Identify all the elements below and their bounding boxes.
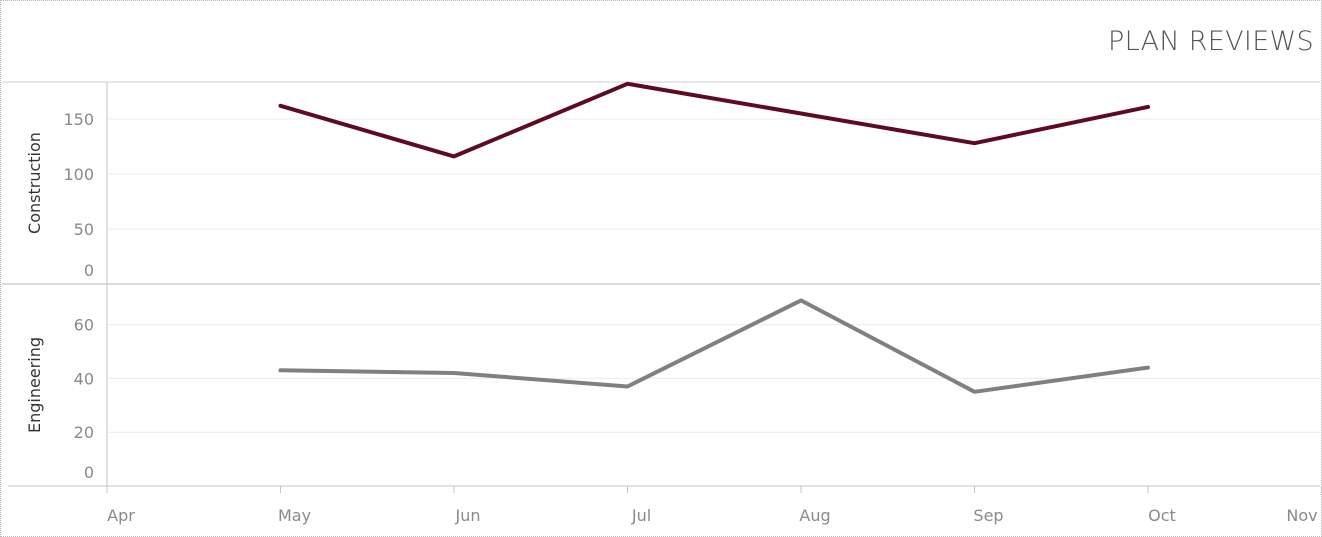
x-tick-label: Nov — [1286, 506, 1317, 525]
x-tick-label: May — [278, 506, 311, 525]
data-point[interactable] — [972, 389, 978, 395]
x-tick-label: Jun — [455, 506, 481, 525]
x-tick-label: Sep — [973, 506, 1003, 525]
y-tick-label: 60 — [74, 316, 94, 335]
data-point[interactable] — [625, 81, 631, 87]
x-tick-label: Oct — [1148, 506, 1176, 525]
panel-label: Construction — [25, 132, 44, 234]
x-tick-label: Aug — [799, 506, 830, 525]
x-tick-label: Apr — [107, 506, 135, 525]
y-tick-label: 0 — [84, 261, 94, 280]
panel-label: Engineering — [25, 337, 44, 433]
data-point[interactable] — [972, 140, 978, 146]
data-point[interactable] — [1145, 104, 1151, 110]
series-line-construction — [278, 81, 1150, 159]
chart-title: PLAN REVIEWS — [1108, 26, 1314, 57]
data-point[interactable] — [451, 153, 457, 159]
y-tick-label: 100 — [63, 165, 94, 184]
y-tick-label: 150 — [63, 110, 94, 129]
data-point[interactable] — [798, 297, 804, 303]
y-tick-label: 20 — [74, 423, 94, 442]
data-point[interactable] — [278, 367, 284, 373]
data-point[interactable] — [451, 370, 457, 376]
data-point[interactable] — [798, 111, 804, 117]
y-tick-label: 50 — [74, 220, 94, 239]
data-point[interactable] — [1145, 365, 1151, 371]
data-point[interactable] — [278, 103, 284, 109]
x-tick-label: Jul — [631, 506, 651, 525]
y-tick-label: 0 — [84, 463, 94, 482]
series-line-engineering — [278, 298, 1150, 394]
y-tick-label: 40 — [74, 369, 94, 388]
data-point[interactable] — [625, 383, 631, 389]
